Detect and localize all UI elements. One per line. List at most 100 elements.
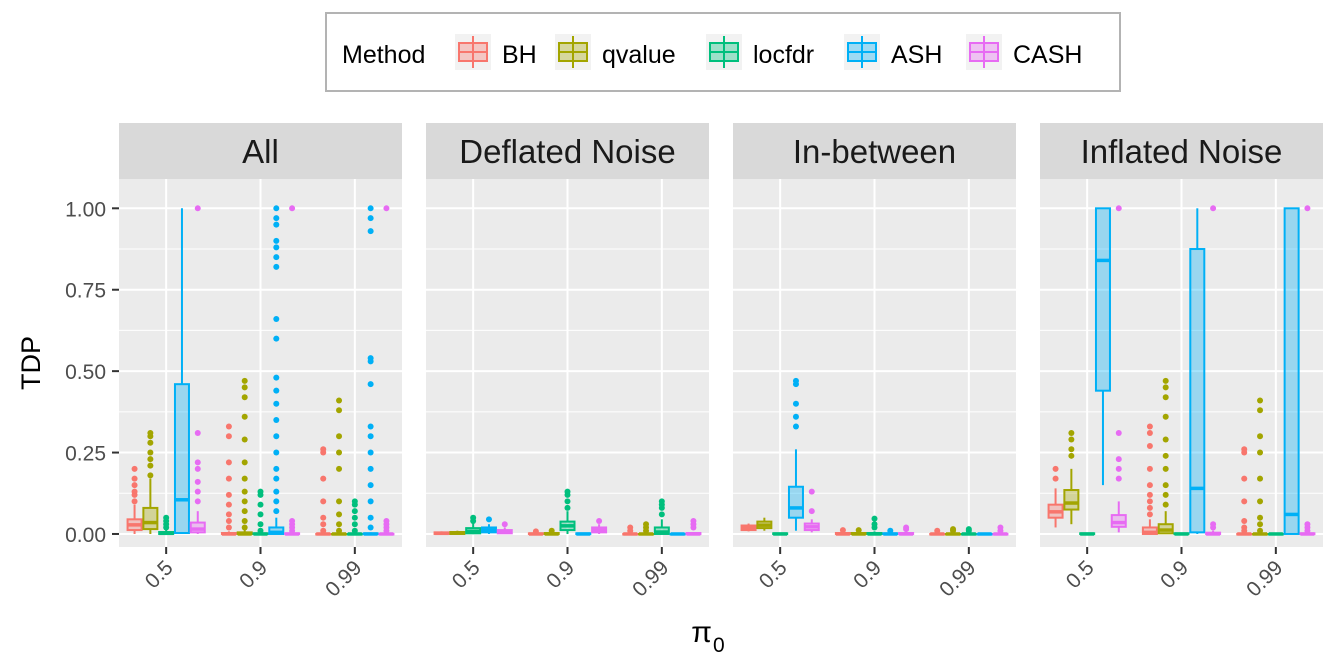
outlier-point [839, 527, 846, 534]
outlier-point [241, 384, 248, 391]
outlier-point [1146, 430, 1153, 437]
outlier-point [336, 465, 343, 472]
box-ash-pi0-0.9 [268, 205, 285, 535]
outlier-point [147, 439, 154, 446]
box-qvalue-pi0-0.5 [1063, 430, 1080, 525]
box-qvalue-pi0-0.99 [1252, 397, 1269, 536]
outlier-point [1146, 498, 1153, 505]
box-ash-pi0-0.9 [1189, 208, 1206, 534]
legend-item-cash: CASH [966, 34, 1082, 70]
outlier-point [336, 498, 343, 505]
y-tick-label: 1.00 [65, 198, 106, 221]
box-cash-pi0-0.9 [1205, 205, 1222, 536]
outlier-point [367, 482, 374, 489]
outlier-point [241, 517, 248, 524]
outlier-point [367, 205, 374, 212]
outlier-point [241, 524, 248, 531]
outlier-point [336, 449, 343, 456]
outlier-point [934, 527, 941, 534]
box-cash-pi0-0.99 [1299, 205, 1316, 536]
outlier-point [596, 517, 603, 524]
outlier-point [367, 465, 374, 472]
outlier-point [320, 521, 327, 528]
box-ash-pi0-0.99 [1283, 207, 1300, 535]
outlier-point [367, 449, 374, 456]
outlier-point [273, 508, 280, 515]
outlier-point [336, 407, 343, 414]
outlier-point [367, 381, 374, 388]
outlier-point [1146, 423, 1153, 430]
outlier-point [871, 521, 878, 528]
outlier-point [225, 423, 232, 430]
box-qvalue-pi0-0.9 [850, 527, 867, 536]
outlier-point [1257, 521, 1264, 528]
legend-label-ash: ASH [891, 41, 942, 69]
outlier-point [273, 215, 280, 222]
iqr-box [1063, 489, 1080, 511]
outlier-point [485, 516, 492, 523]
box-cash-pi0-0.9 [591, 517, 608, 534]
outlier-point [965, 526, 972, 533]
outlier-point [1257, 397, 1264, 404]
outlier-point [1146, 504, 1153, 511]
outlier-point [1257, 498, 1264, 505]
outlier-point [792, 423, 799, 430]
outlier-point [903, 524, 910, 531]
outlier-point [147, 456, 154, 463]
box-locfdr-pi0-0.9 [866, 515, 883, 536]
y-tick-label: 0.00 [65, 524, 106, 547]
iqr-box [1189, 248, 1206, 534]
box-qvalue-pi0-0.5 [449, 530, 466, 535]
outlier-point [658, 511, 665, 518]
y-tick-label: 0.25 [65, 443, 106, 466]
outlier-point [1146, 511, 1153, 518]
y-tick-label: 0.75 [65, 280, 106, 303]
outlier-point [273, 335, 280, 342]
outlier-point [1162, 482, 1169, 489]
outlier-point [273, 237, 280, 244]
outlier-point [1162, 384, 1169, 391]
outlier-point [1052, 465, 1059, 472]
outlier-point [548, 527, 555, 534]
box-locfdr-pi0-0.9 [252, 488, 269, 536]
x-axis-title-symbol: π [691, 616, 712, 649]
outlier-point [383, 517, 390, 524]
outlier-point [273, 449, 280, 456]
facet-strip-label: All [242, 133, 279, 170]
outlier-point [367, 498, 374, 505]
outlier-point [147, 462, 154, 469]
x-axis-title: π 0 [691, 616, 724, 657]
outlier-point [1257, 433, 1264, 440]
box-locfdr-pi0-0.5 [158, 514, 175, 536]
outlier-point [289, 205, 296, 212]
outlier-point [241, 508, 248, 515]
outlier-point [147, 430, 154, 437]
outlier-point [1257, 407, 1264, 414]
iqr-box [142, 506, 159, 531]
outlier-point [367, 228, 374, 235]
legend-item-ash: ASH [844, 34, 942, 70]
outlier-point [241, 475, 248, 482]
iqr-box [1094, 207, 1111, 392]
outlier-point [225, 459, 232, 466]
box-cash-pi0-0.99 [378, 205, 395, 536]
outlier-point [351, 498, 358, 505]
legend-label-cash: CASH [1013, 41, 1082, 69]
outlier-point [1162, 394, 1169, 401]
outlier-point [997, 524, 1004, 531]
outlier-point [351, 521, 358, 528]
outlier-point [273, 498, 280, 505]
outlier-point [1210, 205, 1217, 212]
outlier-point [163, 514, 170, 521]
y-axis: 0.00 0.25 0.50 0.75 1.00 [65, 198, 119, 547]
box-ash-pi0-0.5 [787, 377, 804, 531]
outlier-point [1146, 491, 1153, 498]
outlier-point [225, 517, 232, 524]
outlier-point [194, 488, 201, 495]
outlier-point [336, 433, 343, 440]
outlier-point [367, 514, 374, 521]
